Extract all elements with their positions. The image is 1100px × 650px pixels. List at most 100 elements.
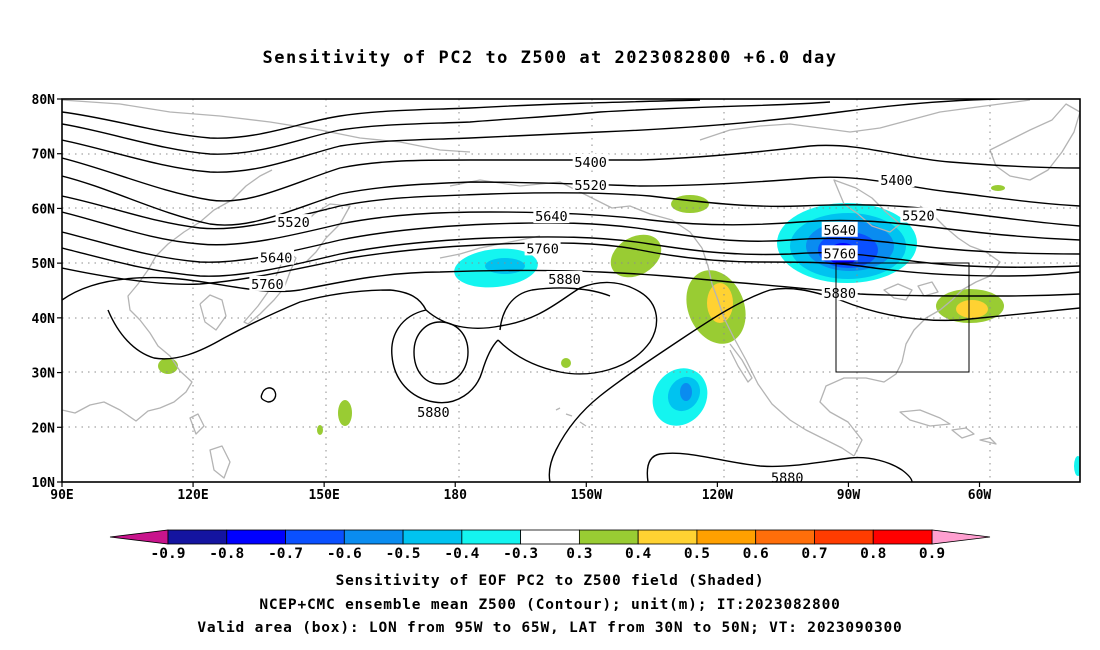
contour-5880-main <box>548 287 1080 482</box>
shade-negative-aleutian-core <box>485 258 525 274</box>
contour-5460 <box>62 175 1080 226</box>
coast-greenland <box>989 103 1080 181</box>
y-tick-label: 60N <box>32 202 56 217</box>
contour-label: 5760 <box>823 246 856 262</box>
contour-label-bg <box>415 403 452 419</box>
contour-5280-b <box>62 101 831 155</box>
chart-title: Sensitivity of PC2 to Z500 at 2023082800… <box>262 48 838 68</box>
colorbar-label: -0.4 <box>444 546 479 562</box>
map-frame <box>61 98 1081 483</box>
valid-area-box <box>835 262 970 373</box>
contour-label: 5880 <box>548 272 581 288</box>
coast-baja <box>729 343 753 383</box>
colorbar-swatch <box>696 529 757 545</box>
shade-positive-china <box>158 358 178 374</box>
coast-hudson-bay <box>833 179 901 233</box>
colorbar-label: -0.6 <box>327 546 362 562</box>
contour-label: 5640 <box>260 251 293 267</box>
contour-label-bg <box>533 208 570 224</box>
contour-label-bg <box>821 245 858 261</box>
x-tick-label: 90W <box>837 488 861 503</box>
contour-label-bg <box>275 214 312 230</box>
coast-alaska <box>449 179 703 249</box>
colorbar-label: -0.5 <box>386 546 421 562</box>
z500-contours <box>62 99 1080 482</box>
colorbar-label: -0.8 <box>209 546 244 562</box>
shade-positive-hawaii-north <box>561 358 571 368</box>
y-tick-label: 40N <box>32 312 56 327</box>
contour-5640 <box>62 222 1080 263</box>
contour-5880-loop <box>391 309 499 404</box>
coast-cuba <box>899 409 951 427</box>
colorbar-label: 0.9 <box>919 546 945 562</box>
x-tick-label: 150W <box>571 488 602 503</box>
colorbar-label: -0.3 <box>503 546 538 562</box>
coast-japan <box>243 251 297 325</box>
shade-positive-gulf-alaska <box>671 195 709 213</box>
y-axis: 10N 20N 30N 40N 50N 60N 70N 80N <box>32 93 62 491</box>
colorbar-swatch <box>814 529 874 545</box>
colorbar-label: 0.8 <box>860 546 886 562</box>
contour-label: 5520 <box>277 215 310 231</box>
coast-aleutians <box>439 235 541 259</box>
colorbar-low-arrow <box>109 529 169 545</box>
colorbar-high-arrow <box>931 529 991 545</box>
contour-5340 <box>62 99 1001 173</box>
contour-label: 5880 <box>823 286 856 302</box>
contour-label: 5880 <box>417 405 450 421</box>
colorbar-swatch <box>872 529 933 545</box>
shade-positive-atlantic-core <box>956 300 988 318</box>
colorbar-swatch <box>520 529 580 545</box>
x-tick-label: 150E <box>308 488 339 503</box>
contour-label-bg <box>258 249 295 265</box>
coast-canadian-arctic <box>699 99 1031 141</box>
colorbar-label: -0.7 <box>268 546 303 562</box>
shade-positive-pacific-west <box>338 400 352 426</box>
contour-label: 5760 <box>251 277 284 293</box>
contour-label: 5400 <box>880 173 913 189</box>
y-tick-label: 10N <box>32 476 56 491</box>
shade-positive-greenland <box>991 185 1005 191</box>
contour-label-bg <box>546 271 583 287</box>
colorbar-swatch <box>285 529 345 545</box>
colorbar-label: 0.6 <box>743 546 769 562</box>
shade-positive-westcoast-core <box>707 283 733 323</box>
contour-5880-small <box>260 387 277 403</box>
contour-label-bg <box>249 275 286 291</box>
colorbar-swatch <box>578 529 639 545</box>
colorbar-swatch <box>461 529 522 545</box>
shade-negative-east-edge <box>1074 456 1080 476</box>
contour-label: 5880 <box>771 471 804 487</box>
contour-label-bg <box>524 240 561 256</box>
coast-taiwan <box>189 413 205 435</box>
colorbar-label: -0.9 <box>151 546 186 562</box>
contour-label: 5520 <box>574 178 607 194</box>
colorbar-swatch <box>755 529 815 545</box>
coast-hawaii <box>555 407 587 427</box>
y-tick-label: 30N <box>32 367 56 382</box>
colorbar-swatch <box>637 529 698 545</box>
colorbar: -0.9 -0.8 -0.7 -0.6 -0.5 -0.4 -0.3 0.3 0.4 0.5 0.6… <box>109 529 991 562</box>
x-axis: 90E 120E 150E 180 150W 120W 90W 60W <box>50 482 991 503</box>
contour-5580 <box>62 211 1080 246</box>
colorbar-label: 0.3 <box>566 546 592 562</box>
contour-label-bg <box>878 171 915 187</box>
footer-line-shaded: Sensitivity of EOF PC2 to Z500 field (Sh… <box>335 573 765 589</box>
contour-label: 5400 <box>574 155 607 171</box>
contour-label-bg <box>900 207 937 223</box>
contour-5880-south <box>646 452 913 482</box>
shade-positive-bc <box>610 234 662 278</box>
footer-line-contour: NCEP+CMC ensemble mean Z500 (Contour); u… <box>259 597 841 613</box>
contour-5400 <box>62 144 1080 202</box>
y-tick-label: 20N <box>32 421 56 436</box>
shade-negative-subtropical-core <box>680 383 692 401</box>
footer-line-valid-area: Valid area (box): LON from 95W to 65W, L… <box>197 620 903 636</box>
contour-5280-a <box>62 99 701 139</box>
contour-label-bg <box>769 469 806 485</box>
contour-label: 5760 <box>526 241 559 257</box>
x-tick-label: 120W <box>702 488 733 503</box>
y-tick-label: 50N <box>32 257 56 272</box>
contour-5880-inner <box>413 321 469 385</box>
colorbar-label: 0.4 <box>625 546 651 562</box>
contour-label-bg <box>572 153 609 169</box>
